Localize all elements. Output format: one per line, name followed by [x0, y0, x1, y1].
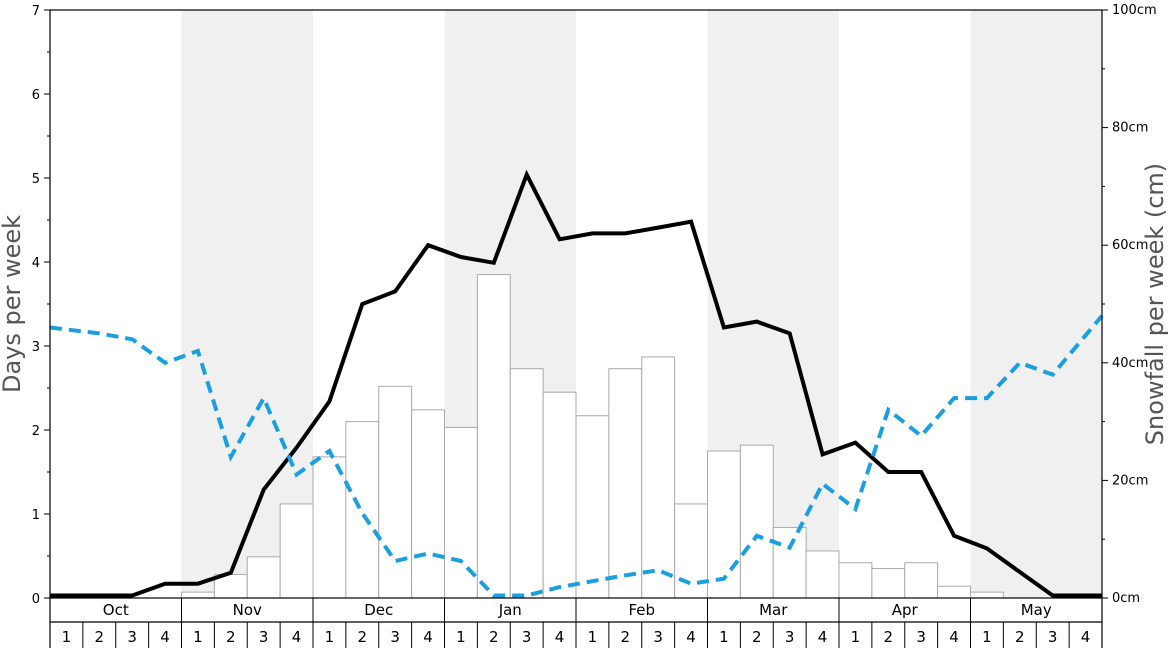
- left-tick-label: 6: [32, 88, 40, 103]
- week-label: 3: [785, 628, 795, 646]
- snowfall-bar: [608, 368, 643, 599]
- left-tick-label: 2: [32, 424, 40, 439]
- left-tick-label: 3: [32, 340, 40, 355]
- snowfall-bar: [312, 456, 347, 599]
- week-label: 3: [127, 628, 137, 646]
- week-label: 2: [884, 628, 894, 646]
- week-label: 3: [1048, 628, 1058, 646]
- snowfall-bar: [476, 274, 511, 599]
- snowfall-bar: [542, 391, 577, 599]
- snowfall-bars: [181, 274, 1004, 599]
- right-tick-label: 80cm: [1112, 121, 1148, 136]
- week-label: 3: [522, 628, 532, 646]
- week-label: 3: [653, 628, 663, 646]
- snowfall-bar: [772, 526, 807, 599]
- right-axis-label: Snowfall per week (cm): [1141, 163, 1168, 445]
- snowfall-bar: [345, 421, 380, 599]
- right-tick-label: 0cm: [1112, 591, 1140, 606]
- left-tick-label: 1: [32, 508, 40, 523]
- week-label: 3: [916, 628, 926, 646]
- week-label: 2: [358, 628, 368, 646]
- month-label-jan: Jan: [498, 601, 522, 619]
- snowfall-bar: [739, 444, 774, 599]
- week-label: 4: [292, 628, 302, 646]
- left-tick-label: 4: [32, 256, 40, 271]
- week-label: 2: [489, 628, 499, 646]
- month-label-dec: Dec: [364, 601, 393, 619]
- left-axis-label: Days per week: [0, 215, 26, 393]
- snowfall-bar: [937, 585, 971, 599]
- left-axis: 0 1 2 3 4 5 6 7: [32, 4, 50, 607]
- week-label: 1: [719, 628, 729, 646]
- left-tick-label: 0: [32, 592, 40, 607]
- week-label: 1: [456, 628, 466, 646]
- right-axis: 0cm 20cm 40cm 60cm 80cm 100cm: [1102, 3, 1157, 606]
- week-label: 2: [1015, 628, 1025, 646]
- snowfall-bar: [246, 556, 281, 599]
- week-label: 1: [588, 628, 598, 646]
- week-label: 2: [226, 628, 236, 646]
- snowfall-bar: [970, 591, 1004, 599]
- week-label: 2: [95, 628, 105, 646]
- week-label: 4: [686, 628, 696, 646]
- snowfall-bar: [509, 368, 544, 599]
- month-label-feb: Feb: [628, 601, 655, 619]
- snowfall-bar: [378, 385, 413, 599]
- right-tick-label: 60cm: [1112, 238, 1148, 253]
- month-band-may: [970, 10, 1102, 598]
- week-labels: 1 2 3 4 1 2 3 4 1 2 3 4 1 2 3 4 1 2 3 4 1 2 3 4 1 2 3 4 1 2 3 4: [62, 622, 1091, 648]
- month-label-mar: Mar: [759, 601, 788, 619]
- snowfall-bar: [838, 562, 873, 599]
- week-label: 4: [818, 628, 828, 646]
- snowfall-bar: [641, 356, 676, 599]
- snowfall-bar: [181, 591, 215, 599]
- snowfall-bar: [411, 409, 445, 599]
- left-tick-label: 7: [32, 4, 40, 19]
- week-label: 2: [752, 628, 762, 646]
- week-label: 1: [982, 628, 992, 646]
- week-label: 4: [1081, 628, 1091, 646]
- snowfall-bar: [904, 562, 939, 599]
- week-label: 3: [390, 628, 400, 646]
- right-tick-label: 100cm: [1112, 3, 1157, 18]
- week-label: 4: [423, 628, 433, 646]
- left-tick-label: 5: [32, 172, 40, 187]
- month-label-oct: Oct: [103, 601, 129, 619]
- snowfall-bar: [805, 550, 840, 599]
- month-label-nov: Nov: [233, 601, 262, 619]
- month-label-may: May: [1021, 601, 1052, 619]
- solid-series-line: [50, 169, 1102, 598]
- week-label: 1: [62, 628, 72, 646]
- week-label: 1: [193, 628, 203, 646]
- week-label: 1: [325, 628, 335, 646]
- week-label: 4: [160, 628, 170, 646]
- snowfall-bar: [707, 450, 741, 599]
- dashed-series-line: [49, 314, 1104, 598]
- snowfall-bar: [279, 503, 314, 599]
- week-label: 1: [851, 628, 861, 646]
- week-label: 3: [259, 628, 269, 646]
- week-label: 4: [555, 628, 565, 646]
- week-label: 2: [621, 628, 631, 646]
- month-label-apr: Apr: [892, 601, 919, 619]
- snowfall-bar: [674, 503, 708, 599]
- snowfall-bar: [575, 415, 610, 599]
- day-lines: [49, 169, 1104, 598]
- week-label: 4: [949, 628, 959, 646]
- snowfall-bar: [871, 568, 906, 599]
- month-band-nov: [181, 10, 313, 598]
- right-tick-label: 20cm: [1112, 473, 1148, 488]
- right-tick-label: 40cm: [1112, 356, 1148, 371]
